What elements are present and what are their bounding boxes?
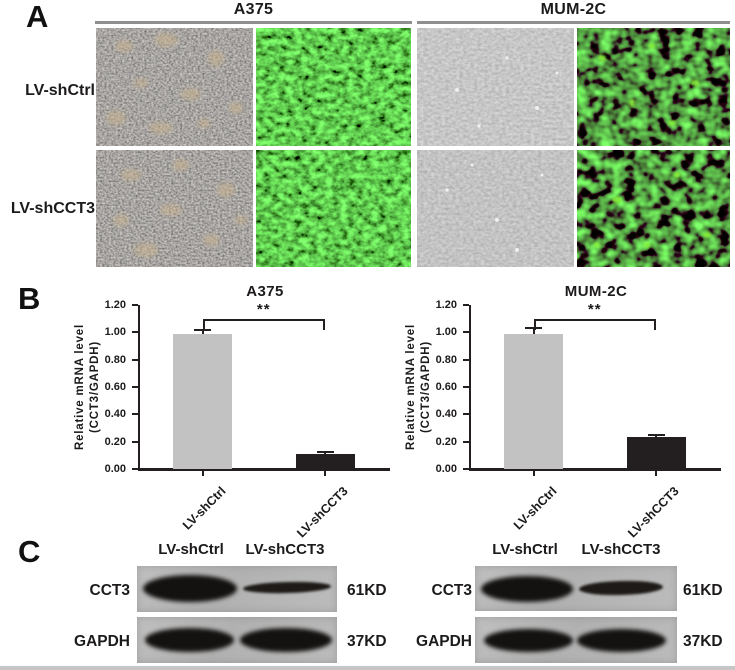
row-label-lv-shctrl: LV-shCtrl	[25, 82, 95, 99]
significance-label: **	[256, 300, 271, 318]
error-bar-line	[532, 328, 535, 334]
y-tick-mark	[132, 358, 138, 361]
chart-title: MUM-2C	[564, 283, 628, 300]
wb-left-protein-cct3: CCT3	[89, 582, 130, 599]
y-tick-label: 0.20	[104, 435, 126, 448]
y-tick-mark	[463, 440, 469, 443]
y-tick-mark	[463, 358, 469, 361]
significance-bracket	[533, 318, 656, 321]
plot-area: 0.00 0.20 0.40 0.60 0.80 1.00 1.20 LV-shCtrl LV-…	[436, 299, 721, 540]
y-tick-mark	[463, 386, 469, 388]
wb-right-kd-61: 61KD	[683, 582, 723, 599]
chart-title: A375	[246, 283, 284, 300]
bar-LV-shCtrl	[504, 333, 563, 469]
significance-bracket-end	[202, 318, 205, 330]
y-tick-label: 0.40	[435, 408, 457, 421]
y-axis-line	[138, 305, 140, 471]
x-tick-mark	[655, 471, 657, 476]
micrograph-mum2c-shctrl-phase	[417, 28, 574, 146]
wb-band-cct3-shctrl	[143, 575, 237, 602]
x-category-label: LV-shCCT3	[294, 484, 351, 541]
significance-label: **	[587, 300, 602, 318]
error-bar-line	[655, 434, 657, 437]
wb-band-cct3-shctrl-2	[481, 576, 573, 602]
micrograph-a375-shctrl-gfp	[256, 28, 411, 146]
y-tick-mark	[132, 331, 138, 334]
plot-area: 0.00 0.20 0.40 0.60 0.80 1.00 1.20 LV-shCtrl LV-…	[105, 299, 390, 540]
wb-left-header-shcct3: LV-shCCT3	[245, 541, 325, 558]
panel-a-header-mum2c: MUM-2C	[540, 1, 607, 18]
panel-a-letter: A	[26, 0, 49, 34]
y-tick-label: 0.60	[435, 381, 457, 393]
bar-LV-shCtrl	[173, 333, 232, 469]
y-tick-label: 0.80	[435, 353, 457, 366]
header-rule-a375	[95, 21, 412, 24]
y-tick-label: 0.20	[435, 435, 457, 448]
row-label-lv-shcct3: LV-shCCT3	[10, 200, 95, 217]
y-tick-label: 1.00	[435, 326, 457, 339]
y-tick-mark	[132, 413, 138, 416]
y-tick-label: 0.40	[104, 408, 126, 421]
x-category-label: LV-shCCT3	[625, 484, 682, 541]
micrograph-mum2c-shctrl-gfp	[577, 28, 730, 146]
significance-bracket	[202, 318, 325, 321]
significance-bracket-end	[654, 318, 656, 330]
header-rule-mum2c	[417, 21, 730, 24]
x-tick-mark	[201, 471, 204, 476]
wb-left-protein-gapdh: GAPDH	[74, 633, 130, 650]
y-tick-mark	[132, 440, 138, 443]
micrograph-mum2c-shcct3-gfp	[577, 150, 730, 267]
wb-band-gapdh-shcct3-2	[577, 629, 666, 652]
micrograph-a375-shcct3-gfp	[256, 150, 411, 267]
micrograph-a375-shctrl-phase	[96, 28, 253, 146]
micrograph-a375-shcct3-phase	[96, 150, 253, 267]
bar-LV-shCCT3	[626, 436, 686, 469]
wb-left-kd-61: 61KD	[347, 582, 387, 599]
error-bar-line	[324, 451, 326, 454]
y-tick-label: 1.00	[104, 326, 126, 339]
wb-band-gapdh-shctrl-2	[484, 629, 573, 652]
y-tick-mark	[463, 413, 469, 416]
panel-c-letter: C	[18, 534, 41, 569]
wb-band-gapdh-shcct3	[240, 628, 332, 652]
x-tick-mark	[532, 471, 535, 476]
x-axis-line	[138, 468, 390, 471]
y-tick-label: 0.00	[104, 463, 126, 475]
panel-a-header-a375: A375	[233, 1, 274, 18]
micrograph-mum2c-shcct3-phase	[417, 150, 574, 267]
y-tick-mark	[132, 304, 138, 306]
wb-right-kd-37: 37KD	[683, 633, 723, 650]
wb-right-header-shcct3: LV-shCCT3	[581, 541, 661, 558]
bar-chart-a375: A375 Relative mRNA level (CCT3/GAPDH) 0.…	[60, 283, 400, 540]
error-bar-line	[201, 329, 204, 334]
y-tick-mark	[463, 331, 469, 334]
x-tick-mark	[324, 471, 326, 476]
significance-bracket-end	[533, 318, 536, 330]
bar-chart-mum2c: MUM-2C Relative mRNA level (CCT3/GAPDH) …	[391, 283, 731, 540]
y-axis-line	[469, 305, 471, 471]
y-tick-mark	[463, 468, 469, 470]
x-axis-line	[469, 468, 721, 471]
wb-right-protein-cct3: CCT3	[431, 582, 472, 599]
significance-bracket-end	[323, 318, 325, 330]
y-tick-label: 0.00	[435, 463, 457, 475]
x-category-label: LV-shCtrl	[510, 484, 560, 533]
wb-right-protein-gapdh: GAPDH	[416, 633, 472, 650]
x-category-label: LV-shCtrl	[179, 484, 229, 533]
panel-b-letter: B	[18, 281, 41, 316]
wb-left-header-shctrl: LV-shCtrl	[158, 541, 224, 558]
bar-LV-shCCT3	[295, 453, 355, 469]
y-tick-mark	[463, 304, 469, 306]
y-tick-label: 0.60	[104, 381, 126, 393]
y-tick-mark	[132, 386, 138, 388]
y-tick-label: 1.20	[104, 299, 126, 311]
wb-right-header-shctrl: LV-shCtrl	[492, 541, 558, 558]
wb-band-gapdh-shctrl	[145, 628, 234, 652]
figure-bottom-edge	[0, 666, 735, 670]
y-tick-mark	[132, 468, 138, 470]
y-tick-label: 0.80	[104, 353, 126, 366]
wb-left-kd-37: 37KD	[347, 633, 387, 650]
y-tick-label: 1.20	[435, 299, 457, 311]
